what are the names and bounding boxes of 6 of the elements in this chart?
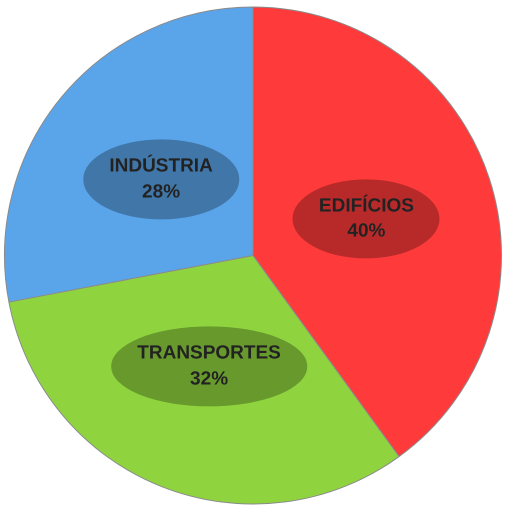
slice-label: TRANSPORTES — [137, 342, 281, 366]
slice-label: EDIFÍCIOS — [318, 194, 414, 218]
data-label: 32% — [189, 367, 230, 392]
slice-label: INDÚSTRIA — [109, 154, 213, 179]
data-label: 28% — [141, 180, 182, 204]
data-label: 40% — [346, 220, 386, 244]
